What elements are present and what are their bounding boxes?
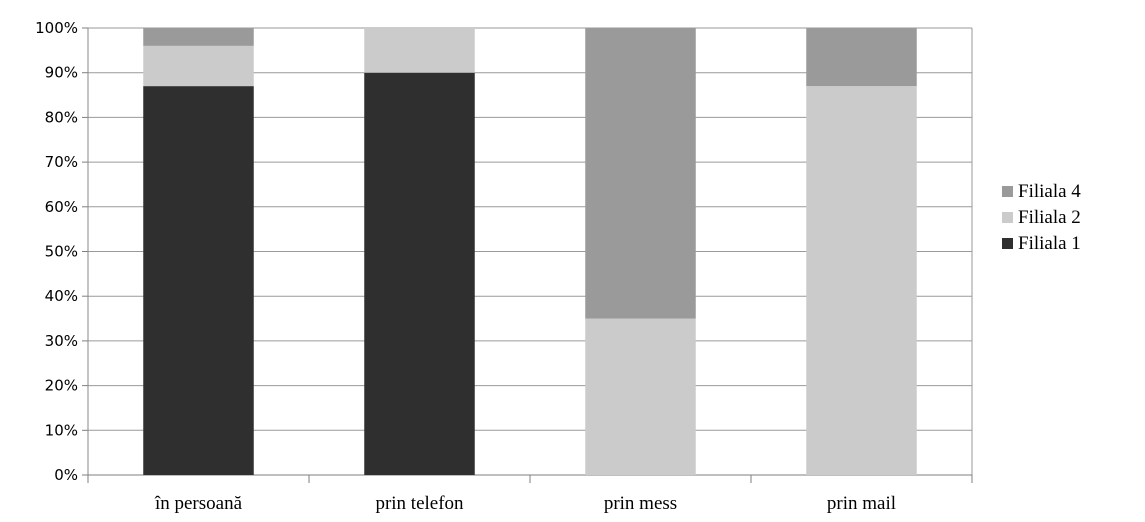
bar-segment-filiala-2 — [806, 86, 917, 476]
bar-segment-filiala-4 — [585, 28, 696, 319]
bar-segment-filiala-2 — [585, 318, 696, 475]
bar-segment-filiala-1 — [143, 86, 254, 476]
y-tick-label: 10% — [45, 421, 78, 439]
bar-segment-filiala-2 — [364, 28, 475, 73]
bar-segment-filiala-4 — [143, 28, 254, 46]
y-tick-label: 100% — [35, 19, 78, 37]
y-tick-label: 50% — [45, 243, 78, 261]
y-tick-label: 70% — [45, 153, 78, 171]
x-tick-label: prin mail — [827, 493, 896, 514]
y-tick-label: 80% — [45, 108, 78, 126]
legend-swatch — [1002, 212, 1013, 223]
y-tick-label: 60% — [45, 198, 78, 216]
legend-swatch — [1002, 238, 1013, 249]
bar-segment-filiala-2 — [143, 45, 254, 87]
y-tick-label: 30% — [45, 332, 78, 350]
legend-label: Filiala 2 — [1018, 207, 1081, 228]
bar-segment-filiala-1 — [364, 72, 475, 475]
x-tick-label: în persoană — [154, 493, 243, 514]
legend-swatch — [1002, 186, 1013, 197]
y-tick-label: 90% — [45, 64, 78, 82]
legend-label: Filiala 4 — [1018, 181, 1081, 202]
y-tick-label: 0% — [54, 466, 78, 484]
bar-segment-filiala-4 — [806, 28, 917, 87]
y-tick-label: 20% — [45, 377, 78, 395]
x-tick-label: prin telefon — [375, 493, 464, 514]
y-tick-label: 40% — [45, 287, 78, 305]
x-tick-label: prin mess — [604, 493, 677, 514]
legend-label: Filiala 1 — [1018, 233, 1081, 254]
